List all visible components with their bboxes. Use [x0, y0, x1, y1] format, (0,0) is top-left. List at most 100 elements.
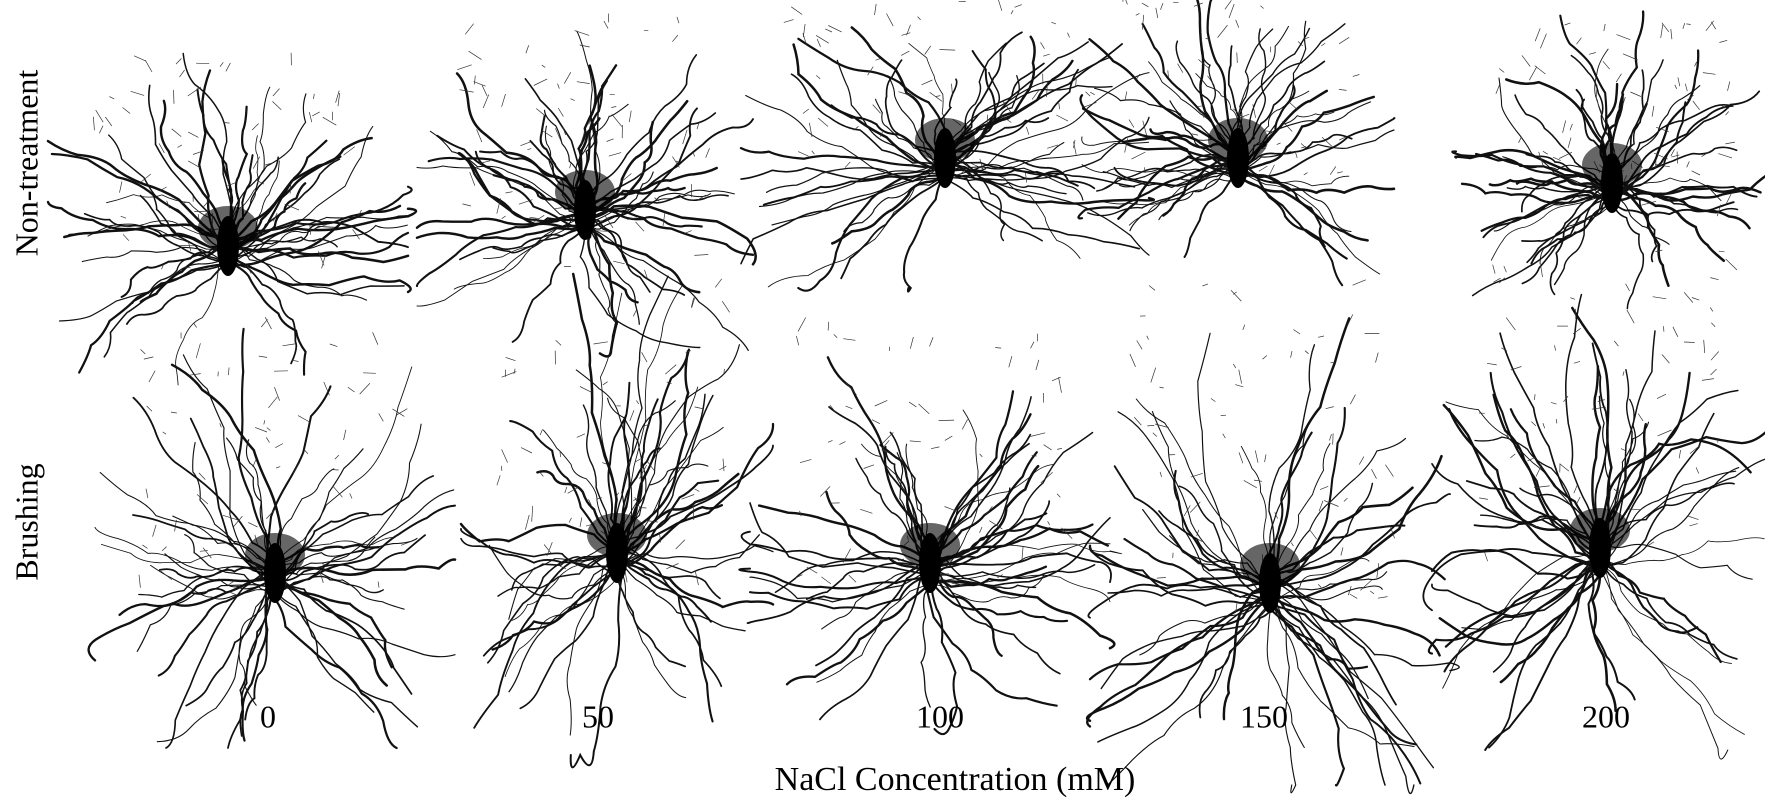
- root: [265, 317, 271, 329]
- root: [1718, 154, 1732, 158]
- root: [483, 95, 489, 109]
- root: [1304, 173, 1308, 175]
- root: [694, 255, 708, 256]
- root: [1671, 29, 1672, 39]
- root: [159, 581, 271, 676]
- root: [907, 25, 911, 36]
- root: [109, 97, 114, 99]
- root: [1570, 124, 1572, 130]
- root: [310, 226, 311, 235]
- root: [1692, 298, 1699, 301]
- root: [1535, 66, 1546, 74]
- root: [1621, 449, 1625, 451]
- root: [1123, 0, 1127, 4]
- root: [1009, 356, 1012, 367]
- root: [722, 301, 729, 312]
- root: [1259, 166, 1268, 171]
- root: [873, 105, 881, 114]
- root: [1320, 486, 1328, 489]
- root: [846, 406, 853, 409]
- root: [176, 58, 181, 64]
- root: [1556, 419, 1557, 423]
- root: [998, 0, 1002, 11]
- root: [555, 208, 562, 209]
- root: [1044, 445, 1052, 450]
- root: [163, 432, 166, 434]
- root: [569, 518, 571, 523]
- root: [1565, 23, 1571, 25]
- root: [1686, 24, 1690, 25]
- root: [540, 429, 542, 435]
- root: [931, 447, 939, 449]
- root: [1223, 434, 1226, 438]
- root: [695, 407, 704, 409]
- root: [1289, 102, 1298, 110]
- root: [663, 213, 665, 226]
- root: [1344, 498, 1348, 501]
- root: [474, 82, 486, 87]
- root: [1443, 550, 1596, 688]
- root: [506, 357, 516, 360]
- root: [796, 336, 798, 345]
- root: [166, 567, 271, 748]
- root: [226, 63, 231, 71]
- root: [1225, 0, 1232, 9]
- root: [194, 324, 197, 328]
- root: [1703, 73, 1716, 75]
- root: [1711, 352, 1719, 361]
- root: [502, 216, 506, 219]
- root: [134, 56, 146, 61]
- root: [723, 459, 724, 472]
- root: [344, 430, 346, 440]
- root: [818, 118, 828, 127]
- root: [253, 459, 256, 467]
- root: [1236, 20, 1239, 28]
- root: [313, 94, 314, 99]
- root: [640, 508, 647, 509]
- root: [105, 117, 112, 126]
- root: [1350, 395, 1355, 405]
- root: [575, 31, 590, 36]
- root: [952, 84, 953, 95]
- root: [1318, 336, 1324, 337]
- root: [936, 96, 941, 97]
- root: [1140, 592, 1271, 655]
- root: [800, 459, 811, 462]
- root: [1711, 323, 1715, 327]
- root: [683, 130, 687, 144]
- root: [1057, 494, 1060, 498]
- root: [1318, 584, 1321, 587]
- root: [939, 420, 955, 421]
- root: [820, 486, 830, 496]
- x-axis-label: NaCl Concentration (mM): [775, 761, 1136, 798]
- root: [312, 112, 319, 116]
- root: [825, 29, 832, 32]
- root: [1059, 103, 1060, 109]
- root: [1603, 61, 1610, 69]
- root: [612, 114, 622, 126]
- root: [816, 35, 829, 43]
- root: [1376, 353, 1379, 363]
- root: [534, 79, 547, 86]
- root: [189, 243, 191, 251]
- root: [178, 145, 182, 148]
- root-images: [48, 0, 1765, 793]
- root: [348, 387, 355, 392]
- root: [1229, 4, 1234, 18]
- root: [335, 455, 339, 459]
- root: [918, 17, 921, 20]
- root: [1326, 407, 1334, 409]
- root: [248, 523, 257, 528]
- root: [558, 84, 560, 89]
- root: [1574, 361, 1580, 363]
- root: [1265, 454, 1266, 462]
- root: [910, 441, 921, 442]
- root: [1535, 28, 1540, 41]
- root: [1534, 394, 1535, 400]
- root: [603, 382, 608, 385]
- root: [677, 17, 679, 23]
- root: [939, 50, 955, 51]
- root: [1160, 472, 1162, 477]
- root: [1211, 398, 1216, 401]
